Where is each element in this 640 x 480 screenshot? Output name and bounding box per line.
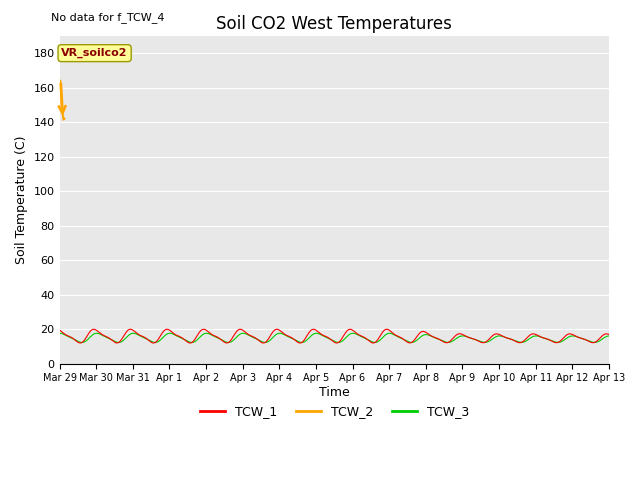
TCW_2 [56,78,64,84]
Text: No data for f_TCW_4: No data for f_TCW_4 [51,12,164,23]
TCW_3 [349,330,356,336]
TCW_1 [179,336,186,341]
TCW_3 [403,338,410,344]
Line: TCW_1: TCW_1 [60,329,609,343]
TCW_3 [605,333,612,339]
TCW_1 [122,330,130,336]
TCW_1 [150,340,157,346]
TCW_2 [57,88,65,94]
TCW_1 [56,327,63,333]
TCW_3 [178,336,186,341]
TCW_3 [56,330,63,336]
TCW_2 [60,117,67,122]
TCW_1 [66,334,74,339]
TCW_1 [403,338,410,344]
TCW_2 [59,112,67,118]
TCW_3 [335,339,342,345]
TCW_2 [58,98,65,104]
TCW_2 [60,116,68,121]
TCW_3 [66,334,74,340]
TCW_1 [419,329,426,335]
Title: Soil CO2 West Temperatures: Soil CO2 West Temperatures [216,15,452,33]
TCW_3 [419,333,426,338]
Line: TCW_2: TCW_2 [60,81,64,120]
TCW_3 [122,335,130,341]
X-axis label: Time: Time [319,386,349,399]
TCW_2 [58,106,66,111]
TCW_1 [383,326,390,332]
TCW_3 [207,332,214,337]
Line: TCW_3: TCW_3 [60,333,609,342]
TCW_1 [208,332,216,337]
TCW_2 [57,82,65,87]
Text: VR_soilco2: VR_soilco2 [61,48,128,58]
Legend: TCW_1, TCW_2, TCW_3: TCW_1, TCW_2, TCW_3 [195,400,474,423]
Y-axis label: Soil Temperature (C): Soil Temperature (C) [15,135,28,264]
TCW_1 [605,332,612,337]
